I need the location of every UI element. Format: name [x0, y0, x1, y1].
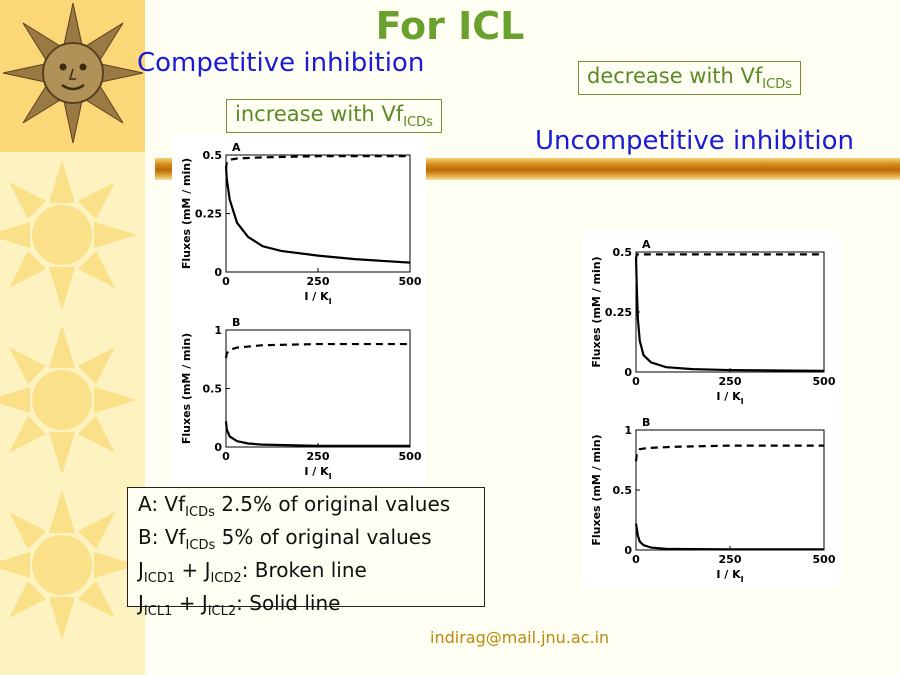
- note-increase-sub: ICDs: [403, 115, 433, 131]
- y-tick-label: 0: [214, 441, 222, 454]
- x-tick-label: 0: [632, 375, 640, 388]
- chart-uncompetitive-b: 0 250 500 0 0.5 1B I / KI Fluxes (mM / min): [590, 416, 836, 584]
- legend-text: 5% of original values: [215, 525, 432, 549]
- series-icl-solid-line: [634, 523, 824, 551]
- slide-title: For ICL: [375, 4, 525, 48]
- competitive-panel: 0 250 500 0 0.25 0.5 A I / KI Fluxes (mM / min) …: [172, 135, 426, 485]
- x-tick-label: 250: [719, 375, 742, 388]
- sun-face-icon: [2, 2, 144, 144]
- plot-frame: [225, 154, 411, 273]
- note-decrease-text: decrease with Vf: [587, 64, 763, 88]
- x-axis-label-sub: I: [741, 575, 744, 584]
- legend-text: : Solid line: [236, 591, 341, 615]
- legend-sub: ICL2: [207, 604, 237, 619]
- legend-text: : Broken line: [241, 558, 367, 582]
- x-tick-label: 500: [399, 450, 422, 463]
- sun-face-box: [0, 0, 145, 152]
- legend-line: JICD1 + JICD2: Broken line: [138, 558, 484, 591]
- legend-sub: ICDs: [185, 538, 216, 553]
- legend-line: JICL1 + JICL2: Solid line: [138, 591, 484, 624]
- panel-label: B: [642, 416, 650, 429]
- note-increase-text: increase with Vf: [235, 102, 404, 126]
- y-tick-label: 0.5: [613, 484, 633, 497]
- series-icl-solid-line: [224, 421, 410, 447]
- legend-text: J: [138, 558, 144, 582]
- heading-competitive: Competitive inhibition: [137, 48, 425, 78]
- email-text: indirag@mail.jnu.ac.in: [430, 628, 610, 647]
- x-tick-label: 250: [719, 553, 742, 566]
- y-axis-label: Fluxes (mM / min): [180, 158, 193, 269]
- y-tick-label: 0.25: [195, 208, 222, 221]
- panel-label: A: [232, 141, 241, 154]
- legend-box: A: VfICDs 2.5% of original values B: VfI…: [127, 487, 485, 619]
- x-tick-label: 500: [399, 275, 422, 288]
- chart-competitive-b: 0 250 500 0 0.5 1B I / KI Fluxes (mM / min): [180, 316, 422, 481]
- legend-text: + J: [172, 591, 208, 615]
- note-decrease: decrease with VfICDs: [578, 61, 801, 96]
- legend-sub: ICL1: [143, 604, 173, 619]
- sun-icon: [0, 325, 137, 475]
- x-tick-label: 0: [632, 553, 640, 566]
- note-decrease-sub: ICDs: [762, 77, 792, 93]
- x-tick-label: 500: [813, 375, 836, 388]
- legend-sub: ICD1: [143, 571, 176, 586]
- y-tick-label: 0.5: [203, 383, 223, 396]
- series-icd-broken-line: [634, 253, 824, 260]
- x-axis-label-sub: I: [329, 297, 332, 306]
- x-tick-label: 250: [307, 450, 330, 463]
- x-axis-label: I / KI: [716, 568, 743, 584]
- chart-competitive-a: 0 250 500 0 0.25 0.5 A I / KI Fluxes (mM / min): [180, 141, 422, 306]
- y-tick-label: 0: [624, 544, 632, 557]
- series-icl-solid-line: [634, 256, 825, 372]
- legend-line: B: VfICDs 5% of original values: [138, 525, 484, 558]
- x-tick-label: 0: [222, 450, 230, 463]
- y-axis-label: Fluxes (mM / min): [590, 256, 603, 367]
- y-tick-label: 0.5: [203, 149, 223, 162]
- x-axis-label: I / KI: [304, 290, 331, 306]
- x-axis-label: I / KI: [304, 465, 331, 481]
- y-axis-label: Fluxes (mM / min): [590, 434, 603, 545]
- legend-text: 2.5% of original values: [214, 492, 451, 516]
- legend-sub: ICDs: [185, 505, 215, 520]
- plot-frame: [635, 251, 825, 373]
- x-axis-label-sub: I: [329, 472, 332, 481]
- x-tick-label: 250: [307, 275, 330, 288]
- series-icd-broken-line: [224, 342, 410, 359]
- y-tick-label: 0: [624, 366, 632, 379]
- x-tick-label: 500: [813, 553, 836, 566]
- series-icd-broken-line: [224, 155, 410, 170]
- x-axis-label: I / KI: [716, 390, 743, 406]
- x-tick-label: 0: [222, 275, 230, 288]
- series-icd-broken-line: [634, 444, 824, 462]
- series-icl-solid-line: [224, 166, 411, 264]
- y-tick-label: 0.5: [613, 246, 633, 259]
- x-axis-label-sub: I: [741, 397, 744, 406]
- legend-text: J: [138, 591, 144, 615]
- legend-text: B: Vf: [138, 525, 186, 549]
- panel-label: A: [642, 238, 651, 251]
- chart-uncompetitive-a: 0 250 500 0 0.25 0.5 A I / KI Fluxes (mM / min): [590, 238, 836, 406]
- legend-text: A: Vf: [138, 492, 186, 516]
- legend-text: + J: [175, 558, 211, 582]
- y-axis-label: Fluxes (mM / min): [180, 333, 193, 444]
- panel-label: B: [232, 316, 240, 329]
- sun-icon: [0, 490, 137, 640]
- note-increase: increase with VfICDs: [226, 99, 442, 134]
- heading-uncompetitive: Uncompetitive inhibition: [535, 126, 854, 156]
- y-tick-label: 1: [214, 324, 222, 337]
- uncompetitive-panel: 0 250 500 0 0.25 0.5 A I / KI Fluxes (mM / min) …: [582, 232, 840, 588]
- legend-sub: ICD2: [210, 571, 242, 586]
- sun-decorations: [0, 160, 137, 640]
- y-tick-label: 1: [624, 424, 632, 437]
- plot-frame: [225, 329, 411, 448]
- sun-icon: [0, 160, 137, 310]
- y-tick-label: 0: [214, 266, 222, 279]
- legend-line: A: VfICDs 2.5% of original values: [138, 492, 484, 525]
- y-tick-label: 0.25: [605, 306, 632, 319]
